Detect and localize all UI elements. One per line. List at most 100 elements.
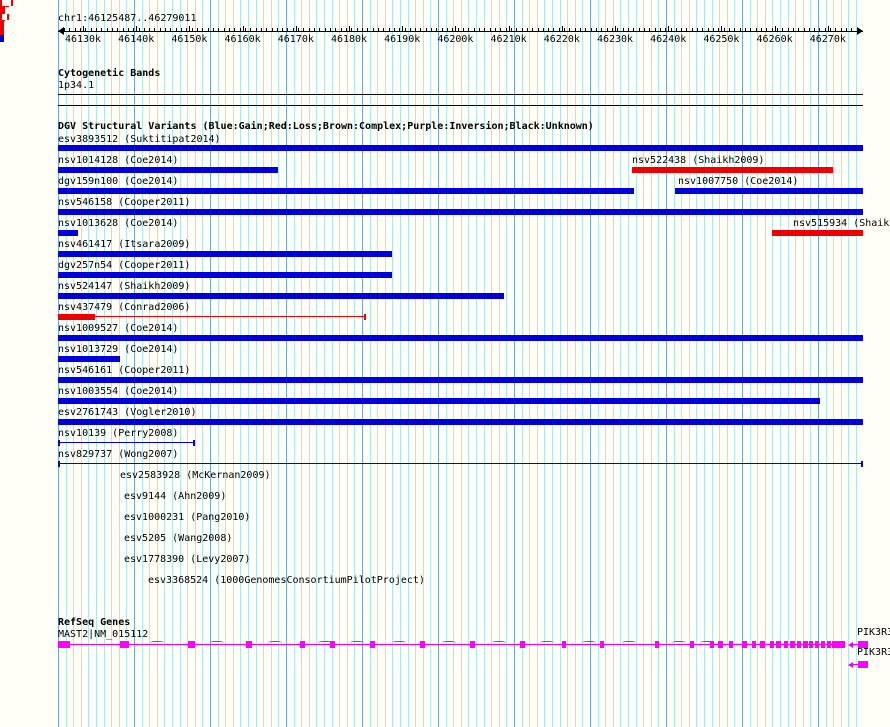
ruler-tick-minor xyxy=(601,28,603,31)
gridline-minor xyxy=(232,0,234,727)
ruler-tick-major xyxy=(827,26,829,32)
dgv-small-row-label: esv1778390 (Levy2007) xyxy=(124,554,251,565)
dgv-variant-line[interactable] xyxy=(58,442,195,443)
gridline-minor xyxy=(673,0,675,727)
gene-exon[interactable] xyxy=(752,641,756,648)
ruler-tick-label: 46150k xyxy=(171,34,208,45)
gene-exon[interactable] xyxy=(246,641,252,648)
dgv-variant-bar[interactable] xyxy=(58,419,863,425)
gene-exon[interactable] xyxy=(858,641,868,648)
dgv-variant-bar[interactable] xyxy=(58,251,392,257)
gene-intron-chevron xyxy=(442,641,456,645)
gene-exon[interactable] xyxy=(776,641,781,648)
dgv-small-variant[interactable] xyxy=(0,28,4,35)
gene-exon[interactable] xyxy=(797,641,801,648)
dgv-variant-line[interactable] xyxy=(58,463,863,464)
dgv-variant-line[interactable] xyxy=(58,316,365,317)
ruler-tick-minor xyxy=(239,28,241,31)
dgv-variant-bar[interactable] xyxy=(58,377,863,383)
ruler-tick-minor xyxy=(111,28,113,31)
gene-exon[interactable] xyxy=(742,641,747,648)
ruler-tick-minor xyxy=(64,28,65,31)
dgv-small-variant[interactable] xyxy=(0,14,9,20)
gene-exon[interactable] xyxy=(655,641,659,648)
dgv-variant-bar[interactable] xyxy=(58,398,820,404)
ruler-tick-minor xyxy=(468,28,470,31)
gridline-minor xyxy=(567,0,569,727)
ruler-tick-minor xyxy=(627,28,629,31)
ruler-tick-minor xyxy=(606,28,608,31)
dgv-small-variant[interactable] xyxy=(0,35,4,42)
dgv-row-label: nsv829737 (Wong2007) xyxy=(58,449,179,460)
ruler-tick-minor xyxy=(85,28,87,31)
ruler-tick-minor xyxy=(159,28,161,31)
dgv-variant-bar[interactable] xyxy=(58,335,863,341)
gridline-minor xyxy=(749,0,751,727)
dgv-small-variant[interactable] xyxy=(0,7,5,14)
gene-exon[interactable] xyxy=(420,641,425,648)
gene-exon[interactable] xyxy=(370,641,375,648)
gridline-major xyxy=(58,0,59,727)
gene-exon[interactable] xyxy=(600,641,604,648)
dgv-variant-bar[interactable] xyxy=(58,230,78,236)
dgv-variant-bar[interactable] xyxy=(58,145,863,151)
gene-exon[interactable] xyxy=(188,641,195,648)
ruler-tick-minor xyxy=(569,28,571,31)
gene-exon[interactable] xyxy=(718,641,723,648)
dgv-variant-bar[interactable] xyxy=(632,167,833,173)
gene-exon[interactable] xyxy=(729,641,733,648)
gene-exon[interactable] xyxy=(120,641,129,648)
gene-exon[interactable] xyxy=(300,641,305,648)
gene-exon[interactable] xyxy=(58,641,70,648)
gridline-minor xyxy=(422,0,424,727)
dgv-variant-bar[interactable] xyxy=(58,209,863,215)
gene-exon[interactable] xyxy=(784,641,788,648)
gene-exon[interactable] xyxy=(330,641,335,648)
dgv-small-row-label: esv2583928 (McKernan2009) xyxy=(120,470,271,481)
dgv-variant-bar[interactable] xyxy=(58,356,120,362)
gene-label: MAST2|NM_015112 xyxy=(58,629,149,640)
dgv-variant-bar[interactable] xyxy=(58,293,504,299)
dgv-variant-bar[interactable] xyxy=(772,230,863,236)
gridline-major xyxy=(210,0,211,727)
ruler-tick-minor xyxy=(372,28,374,31)
gene-exon[interactable] xyxy=(827,641,831,648)
dgv-small-variant[interactable] xyxy=(0,0,13,6)
ruler-tick-minor xyxy=(388,28,390,31)
dgv-variant-bar[interactable] xyxy=(58,314,95,320)
gene-exon[interactable] xyxy=(520,641,525,648)
dgv-small-variant-link xyxy=(0,6,9,7)
dgv-variant-bar[interactable] xyxy=(58,167,278,173)
gene-exon[interactable] xyxy=(858,661,868,668)
gene-exon[interactable] xyxy=(760,641,765,648)
gridline-minor xyxy=(795,0,797,727)
dgv-variant-bar[interactable] xyxy=(58,272,392,278)
ruler-tick-minor xyxy=(346,28,347,31)
gridline-minor xyxy=(711,0,713,727)
gridline-minor xyxy=(506,0,508,727)
gridline-minor xyxy=(536,0,538,727)
gene-exon[interactable] xyxy=(809,641,813,648)
gene-exon[interactable] xyxy=(562,641,566,648)
ruler-tick-minor xyxy=(244,28,246,31)
dgv-variant-bar[interactable] xyxy=(675,188,863,194)
gene-exon[interactable] xyxy=(690,641,694,648)
gene-exon[interactable] xyxy=(770,641,774,648)
gridline-minor xyxy=(217,0,219,727)
gridline-minor xyxy=(688,0,690,727)
ruler-tick-minor xyxy=(713,28,714,31)
ruler-tick-minor xyxy=(851,28,853,31)
gene-exon[interactable] xyxy=(821,641,825,648)
gridline-minor xyxy=(392,0,394,727)
gene-exon[interactable] xyxy=(470,641,475,648)
dgv-variant-bar[interactable] xyxy=(58,188,634,194)
gene-exon[interactable] xyxy=(815,641,819,648)
ruler-tick-minor xyxy=(617,28,619,31)
gene-exon[interactable] xyxy=(832,641,845,648)
ruler-tick-minor xyxy=(484,28,486,31)
gene-exon[interactable] xyxy=(803,641,808,648)
gridline-major xyxy=(666,0,667,727)
gene-exon[interactable] xyxy=(790,641,795,648)
ruler-tick-major xyxy=(721,26,723,32)
dgv-small-variant[interactable] xyxy=(0,21,4,28)
